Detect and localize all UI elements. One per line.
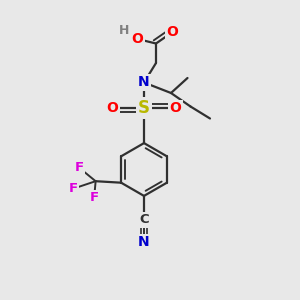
Text: N: N [138, 76, 150, 89]
Text: O: O [106, 101, 119, 115]
Text: F: F [69, 182, 78, 195]
Text: S: S [138, 99, 150, 117]
Text: O: O [131, 32, 143, 46]
Text: O: O [169, 101, 181, 115]
Text: H: H [119, 23, 130, 37]
Text: F: F [90, 191, 99, 204]
Text: C: C [139, 213, 149, 226]
Text: F: F [75, 161, 84, 174]
Text: O: O [167, 25, 178, 39]
Text: N: N [138, 236, 150, 249]
